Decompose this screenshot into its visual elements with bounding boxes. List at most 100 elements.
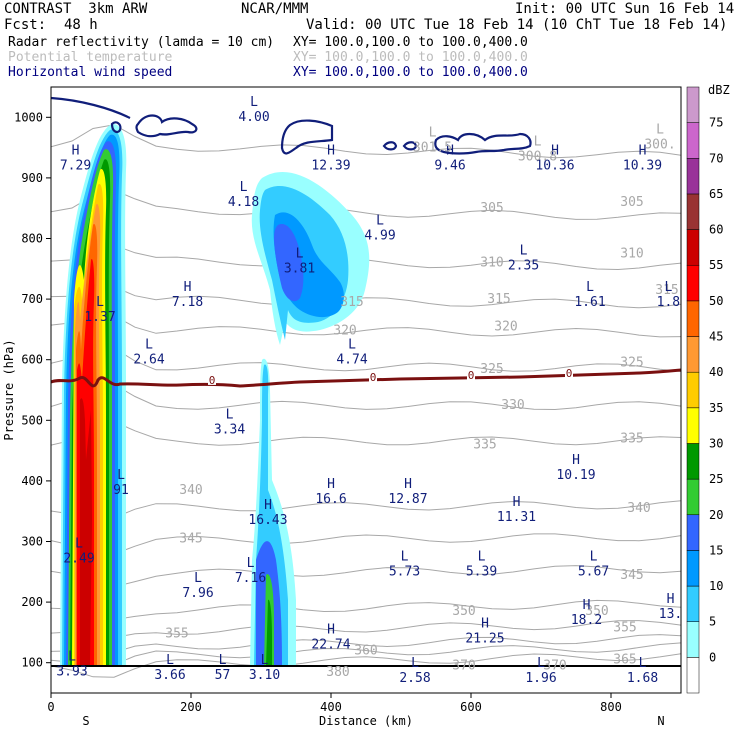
colorbar-label: 15 — [709, 543, 723, 557]
colorbar-swatch — [686, 443, 700, 480]
isotherm-label-bg — [467, 370, 475, 380]
wind-extremum-value: 4.99 — [364, 228, 395, 243]
wind-extremum-type: H — [404, 477, 412, 492]
wind-extremum-value: 2.35 — [508, 259, 539, 274]
theta-contour-line — [51, 620, 681, 639]
colorbar-label: 30 — [709, 436, 723, 450]
colorbar-swatch — [686, 550, 700, 587]
wind-extremum-value: 3.66 — [154, 668, 185, 683]
wind-extremum-type: L — [166, 653, 174, 668]
wind-extremum-value: 3.10 — [249, 668, 280, 683]
isotherm-label: 0 — [566, 367, 573, 380]
colorbar-swatch — [686, 300, 700, 337]
anvil-20dbz — [274, 224, 304, 302]
field-xy-theta: XY= 100.0,100.0 to 100.0,400.0 — [293, 50, 528, 65]
y-tick-label: 900 — [21, 171, 43, 185]
wind-extremum-value: 91 — [113, 483, 129, 498]
y-tick-label: 100 — [21, 656, 43, 670]
wind-extremum-value: 7.16 — [235, 571, 266, 586]
model-title: CONTRAST 3km ARW — [4, 1, 148, 17]
theta-contour-label: 370 — [452, 659, 475, 674]
wind-extremum-value: 7.18 — [172, 295, 203, 310]
theta-contour-label: 340 — [179, 483, 202, 498]
colorbar-swatch — [686, 514, 700, 551]
init-time: Init: 00 UTC Sun 16 Feb 14 — [515, 1, 735, 17]
wind-extremum-type: L — [348, 338, 356, 353]
field-xy-wind: XY= 100.0,100.0 to 100.0,400.0 — [293, 65, 528, 80]
wind-extremum-type: L — [537, 656, 545, 671]
wind-extremum-type: L — [68, 650, 76, 665]
wind-extremum-type: L — [75, 536, 83, 551]
wind-contour-small2 — [402, 141, 418, 151]
wind-extremum-value: 13. — [659, 607, 682, 622]
field-name-wind: Horizontal wind speed — [8, 65, 173, 80]
x-tick-label: 0 — [47, 700, 54, 714]
wind-extremum-type: H — [667, 592, 675, 607]
wind-contour-small1 — [382, 141, 398, 151]
reflectivity-shading — [60, 124, 370, 667]
y-tick-label: 300 — [21, 535, 43, 549]
colorbar-label: 35 — [709, 401, 723, 415]
wind-extremum-type: L — [664, 280, 672, 295]
colorbar-swatch — [686, 478, 700, 516]
wind-extremum-value: 18.2 — [571, 613, 602, 628]
isotherm-label-bg — [208, 374, 216, 385]
colorbar-title: dBZ — [708, 83, 730, 97]
colorbar-swatch — [686, 158, 700, 195]
wind-extremum-type: H — [639, 144, 647, 159]
theta-contour-label: 370 — [543, 659, 566, 674]
colorbar-swatch — [686, 657, 700, 694]
wind-extremum-value: 4.00 — [238, 110, 269, 125]
colorbar-swatch — [686, 407, 700, 444]
wind-contour-west2 — [110, 121, 122, 134]
org-label: NCAR/MMM — [241, 1, 309, 17]
wind-extremum-value: 5.73 — [389, 565, 420, 580]
field-name-theta: Potential temperature — [8, 50, 173, 65]
wind-contour-jet-east — [280, 119, 334, 155]
colorbar-swatch — [686, 621, 700, 658]
fcst-value: 48 h — [64, 17, 98, 33]
theta-contour-label: 305 — [480, 201, 503, 216]
colorbar-swatch — [686, 585, 700, 622]
wind-extremum-value: 57 — [215, 668, 231, 683]
theta-contour-label: 325 — [480, 362, 503, 377]
wind-extremum-type: L — [401, 550, 409, 565]
wind-extremum-type: H — [572, 453, 580, 468]
wind-extremum-type: H — [551, 144, 559, 159]
shallow-30dbz — [266, 599, 272, 666]
y-tick-label: 700 — [21, 292, 43, 306]
colorbar-label: 55 — [709, 258, 723, 272]
theta-contour-line — [51, 642, 681, 667]
wind-extremum-value: 5.67 — [578, 565, 609, 580]
theta-contour-line — [51, 533, 681, 555]
isotherm-label-bg — [565, 368, 573, 379]
theta-contour-label: 345 — [620, 568, 643, 583]
theta-contour-label: 340 — [627, 501, 650, 516]
wind-extrema-labels: L3.93L3.66L57L3.10L2.58L1.96L1.68H22.74H… — [56, 95, 682, 686]
wind-extremum-value: 12.87 — [388, 492, 427, 507]
wind-contour-jet-east2 — [434, 132, 532, 155]
wind-extremum-value: 2.49 — [63, 551, 94, 566]
colorbar-label: 65 — [709, 187, 723, 201]
wind-extremum-value: 10.39 — [623, 159, 662, 174]
theta-contour-label: 335 — [620, 431, 643, 446]
field-name-reflectivity: Radar reflectivity (lamda = 10 cm) — [8, 35, 275, 50]
x-end-label-north: N — [657, 714, 664, 728]
wind-extremum-value: 2.58 — [399, 671, 430, 686]
theta-contour-line — [51, 565, 681, 588]
wind-extremum-type: L — [590, 550, 598, 565]
theta-contour-label: 355 — [165, 627, 188, 642]
wind-extremum-value: 12.39 — [311, 159, 350, 174]
wind-contour-trop — [51, 96, 131, 119]
wind-extremum-type: H — [446, 144, 454, 159]
theta-contour-label: 320 — [494, 319, 517, 334]
wind-extremum-value: 4.18 — [228, 195, 259, 210]
zero-isotherm-line — [51, 368, 681, 388]
colorbar-swatch — [686, 86, 700, 123]
wind-extremum-type: H — [513, 495, 521, 510]
x-tick-label: 600 — [460, 700, 482, 714]
colorbar-swatch — [686, 336, 700, 373]
wind-extremum-type: L — [247, 556, 255, 571]
